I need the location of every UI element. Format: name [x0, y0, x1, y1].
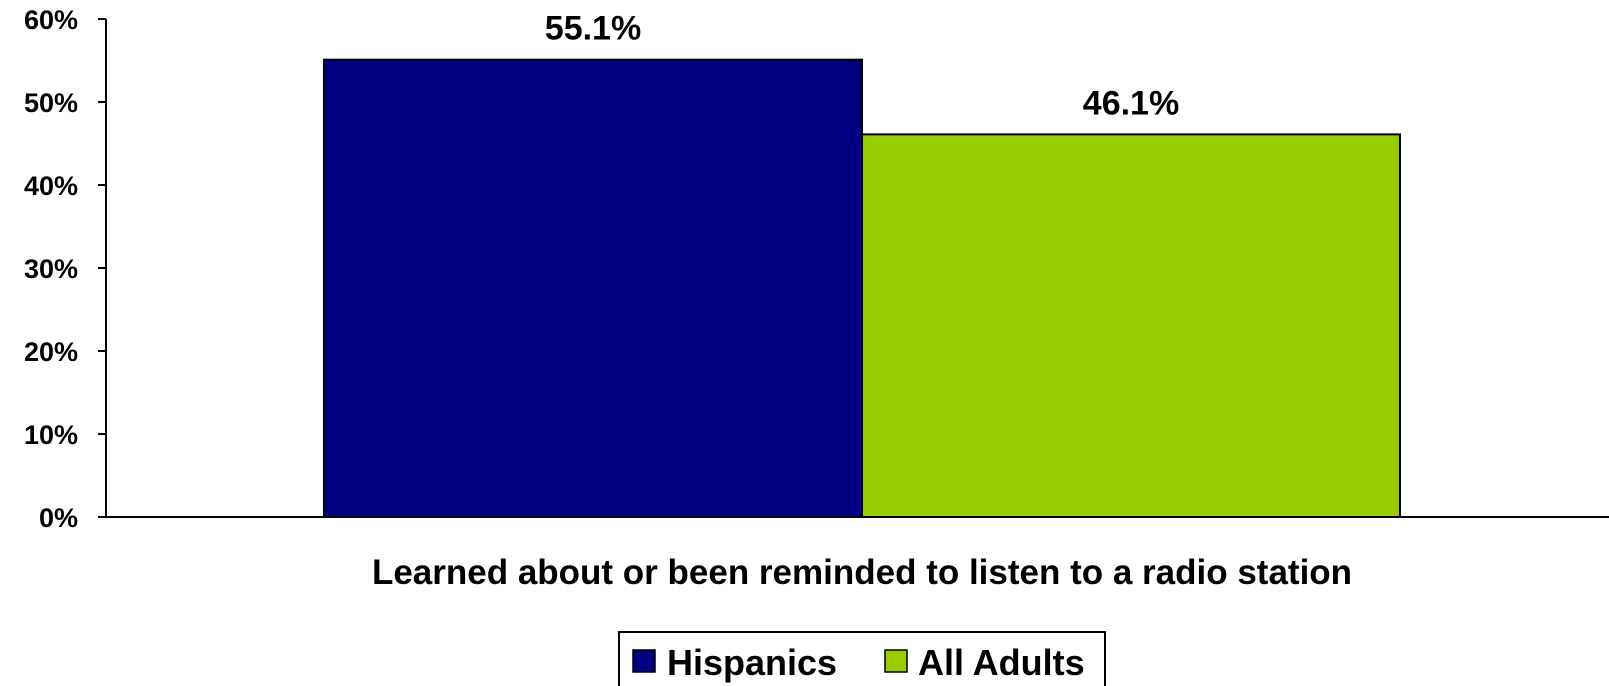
y-axis: 0% 10% 20% 30% 40% 50% 60%: [24, 5, 107, 533]
y-tick-label: 50%: [24, 88, 78, 118]
legend-box: [618, 631, 1106, 686]
legend-label-all-adults: All Adults: [918, 642, 1085, 683]
legend: Hispanics All Adults: [618, 631, 1106, 686]
data-label-hispanics: 55.1%: [545, 10, 641, 48]
category-label: Learned about or been reminded to listen…: [372, 553, 1352, 592]
data-label-all-adults: 46.1%: [1083, 84, 1179, 122]
bars: 55.1% 46.1%: [323, 10, 1401, 518]
y-tick-label: 10%: [24, 420, 78, 450]
y-tick-label: 20%: [24, 337, 78, 367]
legend-label-hispanics: Hispanics: [667, 642, 837, 683]
bar-all-adults: [861, 133, 1401, 518]
bar-hispanics: [323, 58, 863, 518]
y-tick-label: 30%: [24, 254, 78, 284]
legend-swatch-all-adults: [884, 649, 908, 673]
legend-swatch-hispanics: [632, 649, 656, 673]
y-tick-label: 0%: [39, 503, 78, 533]
y-tick-label: 40%: [24, 171, 78, 201]
y-tick-label: 60%: [24, 5, 78, 35]
